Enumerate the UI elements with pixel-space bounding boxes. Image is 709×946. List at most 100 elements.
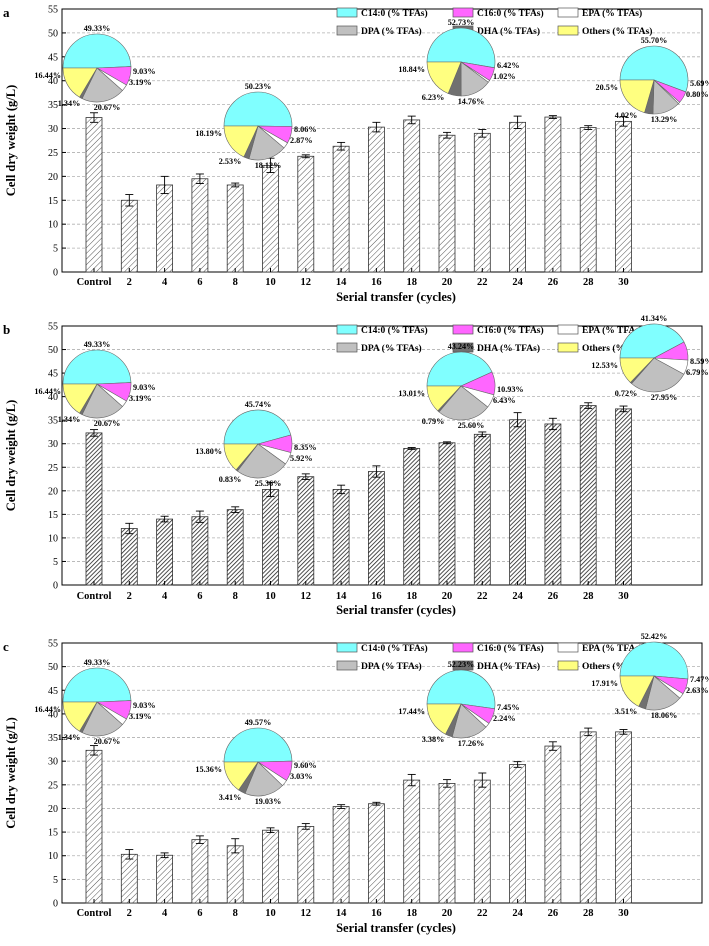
x-tick-label: 28 — [583, 908, 594, 919]
x-tick-label: Control — [77, 277, 112, 288]
pie-label: 2.24% — [493, 714, 516, 723]
pie-10: 50.23% 8.06% 2.87% 18.12% 2.53% 18.19% — [195, 82, 316, 170]
y-tick-label: 25 — [48, 148, 58, 159]
pie-slice-C16:0 — [81, 383, 123, 419]
y-axis-label: Cell dry weight (g/L) — [4, 717, 18, 828]
pie-label: 3.19% — [129, 394, 152, 403]
y-tick-label: 0 — [53, 581, 58, 592]
x-tick-label: 22 — [477, 591, 488, 602]
x-tick-label: 8 — [233, 591, 238, 602]
pie-label: 0.80% — [686, 90, 709, 99]
pie-slice-DPA — [223, 443, 259, 471]
legend-label: DPA (% TFAs) — [361, 26, 422, 37]
pie-label: 3.38% — [422, 735, 445, 744]
chart-panel-a: 0 5 10 15 20 25 30 35 40 45 50 55 a Cell dry weight (… — [3, 5, 709, 305]
pie-slice-DPA — [619, 675, 655, 707]
legend-swatch — [557, 7, 579, 18]
pie-slice-C16:0 — [438, 385, 489, 421]
y-tick-label: 50 — [48, 662, 58, 673]
pie-label: 55.70% — [641, 36, 668, 45]
bar-22 — [473, 433, 491, 586]
pie-label: 4.02% — [615, 111, 638, 120]
x-tick-label: 26 — [548, 591, 559, 602]
bar-14 — [332, 806, 350, 904]
x-tick-label: 22 — [477, 277, 488, 288]
y-tick-label: 15 — [48, 196, 58, 207]
pie-30: 55.70% 5.69% 0.80% 13.29% 4.02% 20.5% — [595, 36, 709, 124]
legend-swatch — [452, 324, 474, 335]
pie-label: 43.24% — [448, 342, 475, 351]
x-tick-label: 14 — [336, 908, 347, 919]
bar-24 — [509, 764, 527, 904]
bar-22 — [473, 779, 491, 904]
y-tick-label: 50 — [48, 28, 58, 39]
pie-slice-C16:0 — [81, 67, 123, 103]
y-tick-label: 0 — [53, 899, 58, 910]
legend-swatch — [336, 324, 358, 335]
pie-slice-DPA — [426, 61, 462, 94]
pie-label: 10.93% — [497, 385, 524, 394]
x-tick-label: 28 — [583, 591, 594, 602]
x-tick-label: 18 — [406, 277, 417, 288]
x-tick-label: 4 — [162, 277, 168, 288]
legend-swatch — [336, 342, 358, 353]
x-tick-label: 12 — [301, 591, 312, 602]
bar-18 — [403, 779, 421, 904]
pie-label: 6.23% — [422, 93, 445, 102]
legend-label: C16:0 (% TFAs) — [477, 325, 544, 336]
bar-10 — [262, 164, 279, 273]
legend-label: DHA (% TFAs) — [477, 661, 540, 672]
pie-label: 16.44% — [34, 705, 61, 714]
x-tick-label: 20 — [442, 908, 453, 919]
bar-26 — [544, 423, 562, 586]
y-tick-label: 35 — [48, 416, 58, 427]
x-tick-label: 24 — [512, 908, 523, 919]
legend-label: Others (% TFAs) — [582, 343, 652, 354]
pie-label: 5.92% — [290, 454, 313, 463]
pie-label: 17.26% — [458, 739, 485, 748]
pie-label: 25.60% — [458, 421, 485, 430]
x-axis-label: Serial transfer (cycles) — [336, 290, 456, 304]
x-tick-label: 16 — [371, 277, 382, 288]
pie-label: 3.51% — [615, 707, 638, 716]
bar-8 — [226, 184, 244, 273]
pie-label: 27.95% — [651, 393, 678, 402]
x-tick-label: 2 — [127, 908, 132, 919]
y-tick-label: 45 — [48, 686, 58, 697]
legend: C14:0 (% TFAs) C16:0 (% TFAs) EPA (% TFAs)… — [336, 7, 652, 37]
pie-label: 6.42% — [497, 61, 520, 70]
pie-label: 13.29% — [651, 115, 678, 124]
y-tick-label: 45 — [48, 52, 58, 63]
bar-30 — [615, 731, 632, 904]
pie-slice-DPA — [223, 761, 259, 791]
y-tick-label: 30 — [48, 757, 58, 768]
y-tick-label: 55 — [48, 5, 58, 16]
y-axis-label: Cell dry weight (g/L) — [4, 400, 18, 511]
x-tick-label: 24 — [512, 277, 523, 288]
x-tick-label: 18 — [406, 591, 417, 602]
pie-slice-DHA — [223, 91, 293, 127]
x-tick-label: 6 — [197, 908, 202, 919]
legend: C14:0 (% TFAs) C16:0 (% TFAs) EPA (% TFAs)… — [336, 324, 652, 354]
pie-label: 52.73% — [448, 18, 475, 27]
y-tick-label: 30 — [48, 439, 58, 450]
bar-8 — [226, 509, 244, 586]
x-tick-label: 26 — [548, 277, 559, 288]
pie-slice-DPA — [426, 385, 462, 412]
pie-label: 6.43% — [493, 396, 516, 405]
y-tick-label: 5 — [53, 875, 58, 886]
bar-30 — [615, 408, 632, 586]
y-tick-label: 40 — [48, 709, 58, 720]
pie-10: 45.74% 8.35% 5.92% 25.36% 0.83% 13.80% — [195, 400, 316, 488]
pie-label: 49.33% — [84, 658, 111, 667]
bar-26 — [544, 116, 562, 273]
pie-label: 8.35% — [294, 443, 317, 452]
x-tick-label: Control — [77, 908, 112, 919]
bar-28 — [579, 405, 597, 586]
bar-12 — [297, 476, 315, 586]
x-tick-label: 8 — [233, 908, 238, 919]
pie-label: 20.67% — [94, 737, 121, 746]
pie-label: 45.74% — [245, 400, 272, 409]
pie-label: 7.45% — [497, 703, 520, 712]
bar-12 — [297, 155, 315, 273]
